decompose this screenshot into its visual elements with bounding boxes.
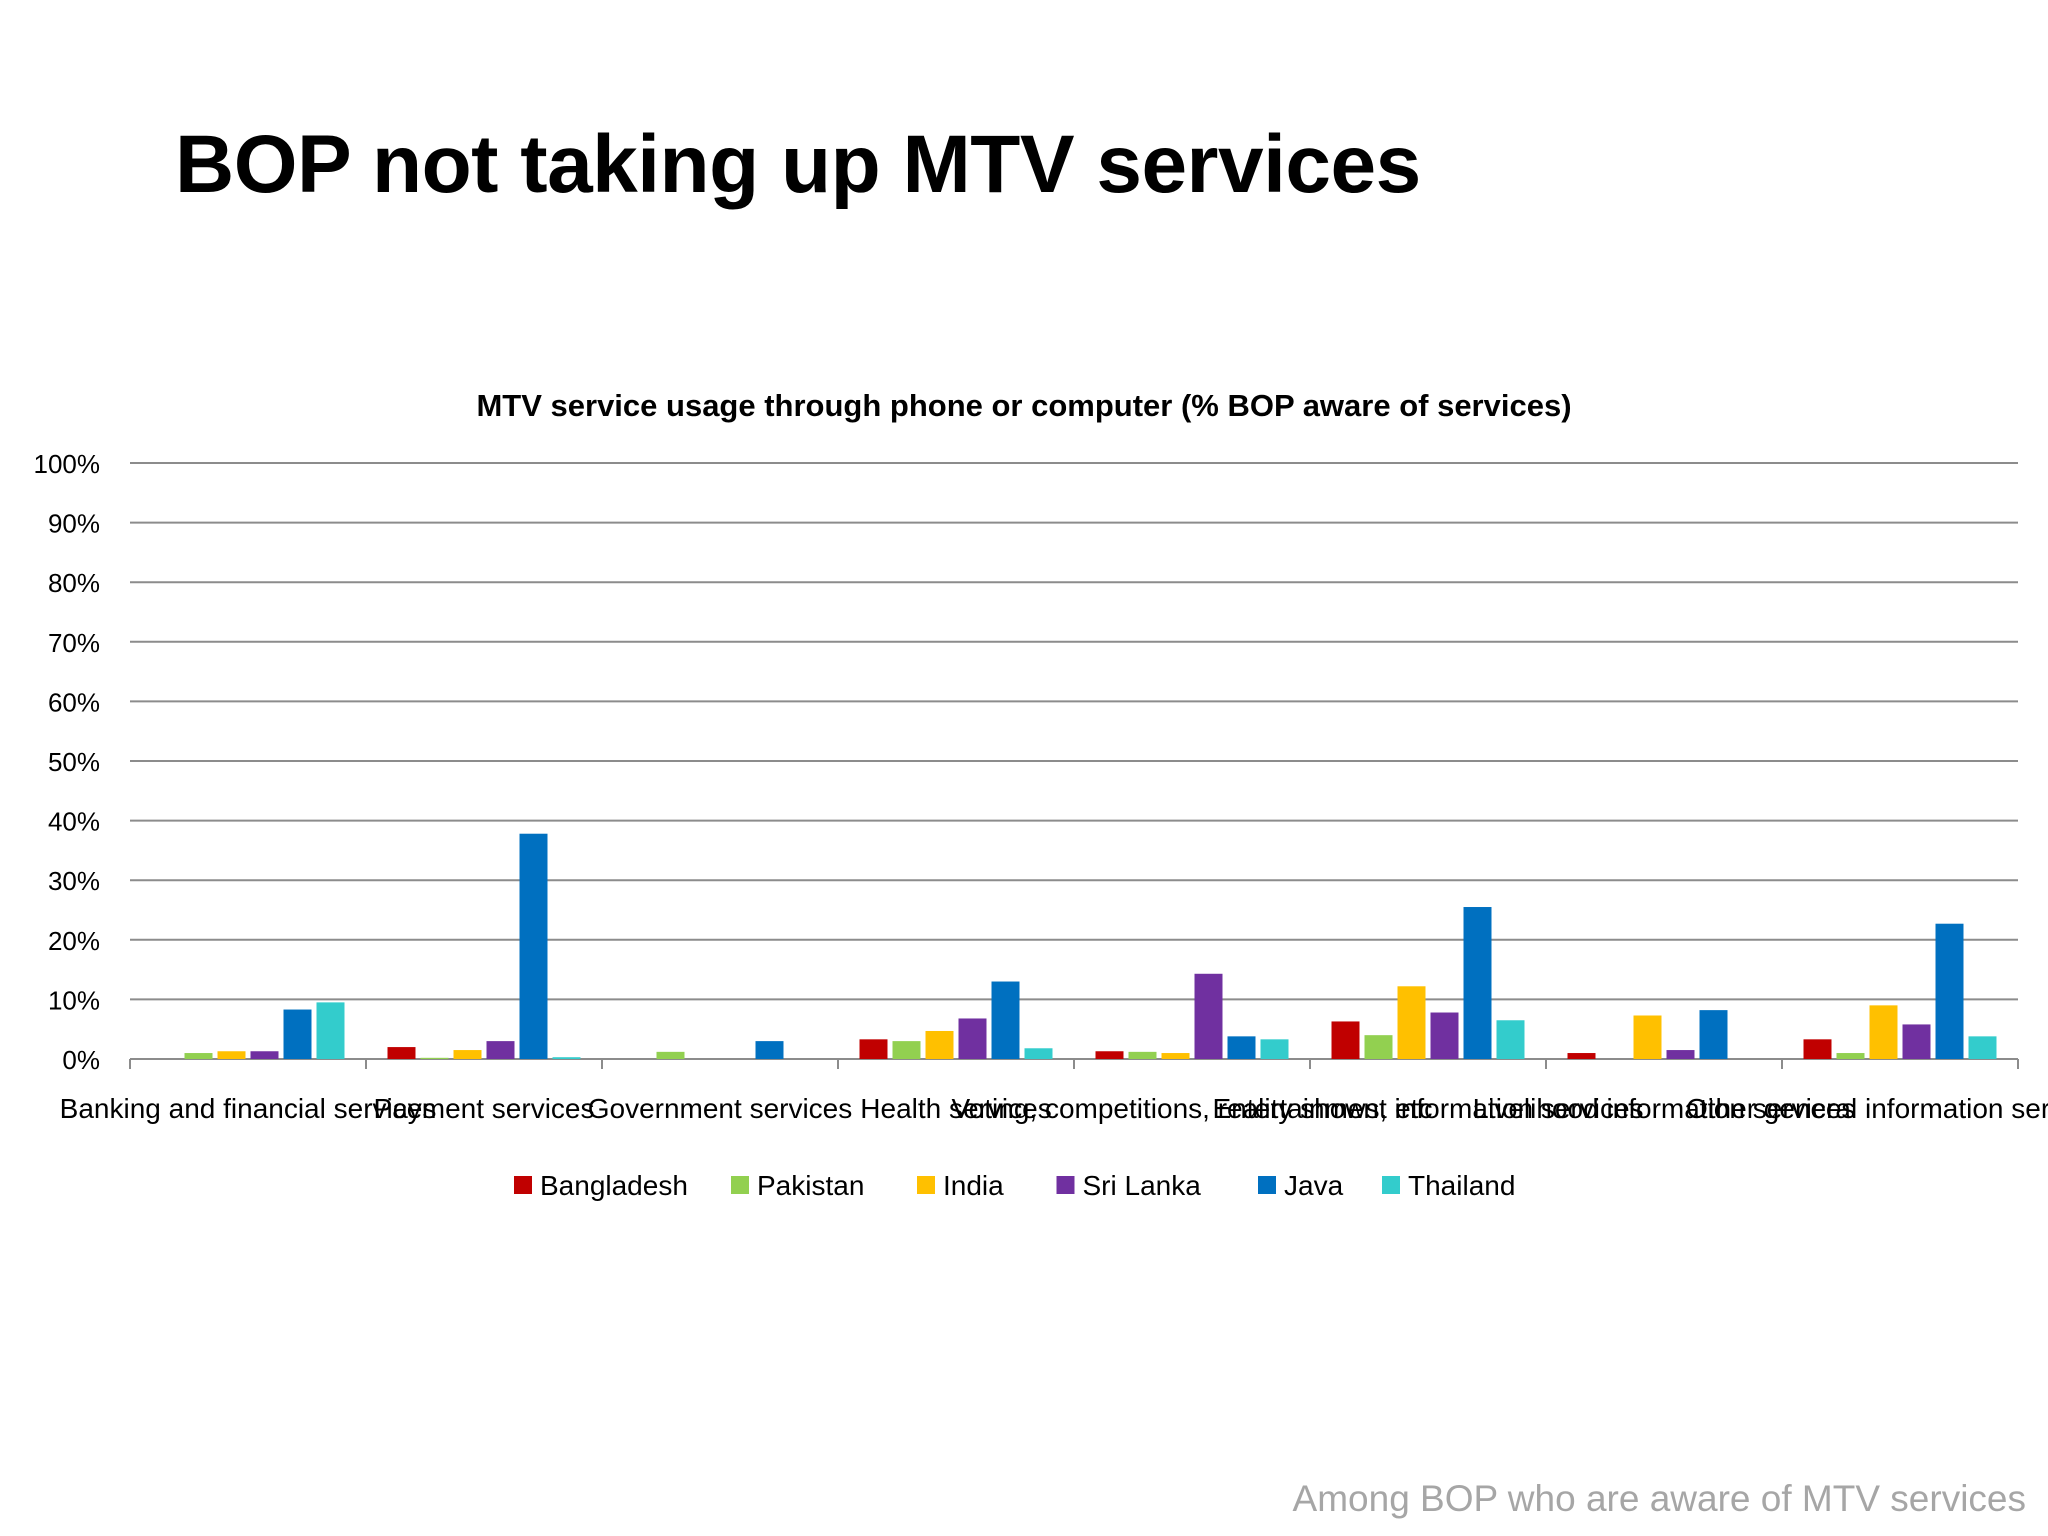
legend-swatch	[1056, 1176, 1075, 1194]
y-tick-label: 80%	[48, 568, 100, 598]
y-tick-label: 40%	[48, 807, 100, 837]
legend-swatch	[1382, 1176, 1400, 1194]
bar	[1194, 973, 1223, 1059]
bar	[453, 1050, 482, 1059]
bar	[387, 1047, 416, 1059]
legend: Bangladesh Pakistan India Sri Lanka Java Thai…	[514, 1170, 1515, 1201]
legend-swatch	[514, 1176, 532, 1194]
bars	[184, 833, 1997, 1059]
bar	[1227, 1036, 1256, 1059]
bar	[1161, 1053, 1190, 1059]
bar	[991, 981, 1020, 1059]
bar	[1836, 1053, 1865, 1059]
bar	[1935, 923, 1964, 1059]
y-tick-label: 70%	[48, 628, 100, 658]
bar	[250, 1051, 279, 1059]
bar	[552, 1057, 581, 1059]
bar	[420, 1057, 449, 1059]
y-tick-label: 60%	[48, 687, 100, 717]
bar	[1260, 1039, 1289, 1059]
x-tick-label: Government services	[588, 1093, 853, 1124]
slide-title: BOP not taking up MTV services	[175, 119, 1421, 210]
bar	[1633, 1015, 1662, 1059]
legend-swatch	[1258, 1176, 1276, 1194]
legend-label: Thailand	[1408, 1170, 1515, 1201]
legend-label: India	[943, 1170, 1004, 1201]
x-tick-label: Banking and financial services	[60, 1093, 437, 1124]
bar	[859, 1039, 888, 1059]
bar	[1024, 1048, 1053, 1059]
x-tick-label: Entertainment information services	[1212, 1093, 1643, 1124]
x-tick-label: Other general information services	[1686, 1093, 2048, 1124]
bar	[1902, 1024, 1931, 1059]
bar	[1968, 1036, 1997, 1059]
gridlines	[130, 462, 2018, 1001]
bar	[1463, 907, 1492, 1059]
bar	[316, 1002, 345, 1059]
bar	[1095, 1051, 1124, 1059]
y-axis: 0% 10% 20% 30% 40% 50% 60% 70% 80% 90% 100%	[34, 449, 101, 1075]
legend-label: Sri Lanka	[1083, 1170, 1202, 1201]
bar	[1869, 1005, 1898, 1059]
footnote: Among BOP who are aware of MTV services	[1292, 1478, 2026, 1519]
bar	[1666, 1050, 1695, 1059]
bar	[1364, 1035, 1393, 1059]
legend-swatch	[917, 1176, 935, 1194]
x-tick-label: Health services	[860, 1093, 1051, 1124]
bar	[184, 1053, 213, 1059]
bar	[1128, 1051, 1157, 1059]
y-tick-label: 0%	[62, 1045, 100, 1075]
y-tick-label: 20%	[48, 926, 100, 956]
chart-title: MTV service usage through phone or compu…	[476, 388, 1571, 423]
x-tick-label: Voting, competitions, reality shows, etc	[952, 1093, 1433, 1124]
y-tick-label: 10%	[48, 985, 100, 1015]
bar	[656, 1051, 685, 1059]
legend-label: Bangladesh	[540, 1170, 688, 1201]
legend-label: Java	[1284, 1170, 1344, 1201]
bar	[1430, 1012, 1459, 1059]
bar	[1699, 1010, 1728, 1059]
bar	[892, 1041, 921, 1059]
bar	[217, 1051, 246, 1059]
bar	[925, 1030, 954, 1059]
y-tick-label: 100%	[34, 449, 101, 479]
bar	[958, 1018, 987, 1059]
bar	[1803, 1039, 1832, 1059]
legend-label: Pakistan	[757, 1170, 864, 1201]
y-tick-label: 90%	[48, 509, 100, 539]
x-tick-label: Livelihood information services	[1473, 1093, 1856, 1124]
y-tick-label: 30%	[48, 866, 100, 896]
bar	[1567, 1053, 1596, 1059]
y-tick-label: 50%	[48, 747, 100, 777]
bar	[283, 1009, 312, 1059]
legend-swatch	[731, 1176, 749, 1194]
bar	[486, 1041, 515, 1059]
bar	[1496, 1020, 1525, 1059]
bar	[1331, 1021, 1360, 1059]
bar	[1397, 986, 1426, 1059]
bar	[755, 1041, 784, 1059]
x-tick-label: Payment services	[374, 1093, 595, 1124]
bar	[519, 833, 548, 1059]
